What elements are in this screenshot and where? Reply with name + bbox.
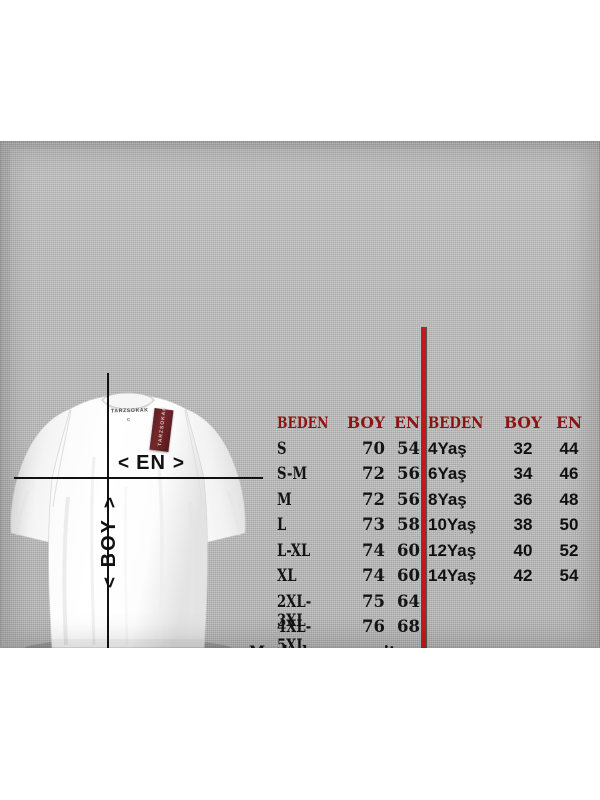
length-guide-line	[107, 373, 109, 648]
table-divider	[421, 327, 426, 648]
cell-length: 36	[513, 489, 533, 509]
cell-width: 48	[559, 489, 579, 509]
cell-size: L	[277, 515, 287, 534]
header-beden: BEDEN	[277, 413, 329, 432]
table-row: 8Yaş 36 48	[428, 490, 593, 516]
header-beden: BEDEN	[428, 413, 484, 432]
cell-length: 70	[362, 438, 385, 458]
cell-width: 64	[397, 591, 420, 611]
cell-width: 54	[559, 566, 579, 585]
cell-length: 40	[513, 540, 533, 560]
cell-size: M	[277, 489, 292, 509]
table-row: L 73 58	[277, 515, 420, 541]
cell-size: S	[277, 438, 287, 458]
cell-length: 74	[362, 540, 385, 560]
caption-line-1: Markalarımıza ait	[249, 642, 400, 648]
neck-label-size: C	[127, 417, 131, 422]
cell-size: S-M	[277, 464, 308, 483]
kids-size-table: BEDEN BOY EN 4Yaş 32 44 6Yaş 34 46 8Yaş …	[428, 413, 593, 592]
tshirt-illustration	[8, 387, 248, 648]
header-boy: BOY	[347, 413, 385, 432]
cell-length: 73	[362, 515, 385, 534]
tshirt-svg	[10, 392, 246, 648]
neck-label-brand: TARZSOKAK	[110, 407, 149, 415]
cell-size: 12Yaş	[428, 540, 477, 560]
cell-size: 14Yaş	[428, 566, 477, 585]
width-guide-line	[14, 477, 263, 479]
arrow-down-icon: >	[98, 577, 120, 589]
table-row: 14Yaş 42 54	[428, 566, 593, 592]
product-photo-panel: TARZSOKAK C TARZSOKAK < EN > < BOY > BED…	[0, 141, 600, 648]
cell-length: 34	[513, 464, 533, 483]
width-measure-label: EN	[136, 452, 166, 474]
table-header-row: BEDEN BOY EN	[428, 413, 593, 439]
cell-width: 46	[559, 464, 579, 483]
table-row: S-M 72 56	[277, 464, 420, 490]
table-row: 12Yaş 40 52	[428, 541, 593, 567]
arrow-left-icon: <	[118, 452, 130, 474]
cell-length: 76	[362, 617, 385, 636]
cell-length: 75	[362, 591, 385, 611]
table-header-row: BEDEN BOY EN	[277, 413, 420, 439]
cell-length: 32	[513, 438, 533, 458]
width-measure-marker: < EN >	[118, 453, 184, 473]
header-en: EN	[556, 413, 582, 432]
cell-size: 4XL-5XL	[277, 617, 312, 648]
adult-size-table: BEDEN BOY EN S 70 54 S-M 72 56 M 72 56 L…	[277, 413, 420, 648]
header-en: EN	[394, 413, 420, 432]
cell-size: XL	[277, 566, 297, 585]
table-row: 6Yaş 34 46	[428, 464, 593, 490]
arrow-up-icon: <	[98, 496, 120, 509]
table-row: 4XL-5XL 76 68	[277, 617, 420, 648]
arrow-right-icon: >	[172, 452, 185, 474]
table-row: S 70 54	[277, 439, 420, 465]
cell-size: L-XL	[277, 540, 311, 560]
cell-size: 8Yaş	[428, 489, 467, 509]
table-row: 4Yaş 32 44	[428, 439, 593, 465]
cell-width: 56	[397, 464, 420, 483]
table-row: 10Yaş 38 50	[428, 515, 593, 541]
cell-width: 58	[397, 515, 420, 534]
cell-length: 72	[362, 464, 385, 483]
header-boy: BOY	[504, 413, 542, 432]
length-measure-label: BOY	[98, 518, 120, 568]
cell-width: 50	[559, 515, 579, 534]
table-row: 2XL-3XL 75 64	[277, 591, 420, 630]
cell-width: 54	[397, 438, 420, 458]
cell-width: 60	[397, 566, 420, 585]
cell-size: 2XL-3XL	[277, 591, 312, 630]
hang-tag-text: TARZSOKAK	[157, 405, 168, 447]
cell-length: 42	[513, 566, 533, 585]
cell-width: 68	[397, 617, 420, 636]
cell-size: 10Yaş	[428, 515, 477, 534]
cell-width: 52	[559, 540, 579, 560]
table-row: M 72 56	[277, 490, 420, 516]
cell-width: 56	[397, 489, 420, 509]
cell-width: 44	[559, 438, 579, 458]
cell-length: 38	[513, 515, 533, 534]
length-measure-marker: < BOY >	[88, 493, 130, 592]
size-chart-caption: Markalarımıza ait Beden ölçü tablosu	[249, 642, 400, 648]
cell-length: 72	[362, 489, 385, 509]
table-row: L-XL 74 60	[277, 541, 420, 567]
table-row: XL 74 60	[277, 566, 420, 592]
cell-length: 74	[362, 566, 385, 585]
cell-size: 4Yaş	[428, 438, 467, 458]
cell-size: 6Yaş	[428, 464, 467, 483]
cell-width: 60	[397, 540, 420, 560]
